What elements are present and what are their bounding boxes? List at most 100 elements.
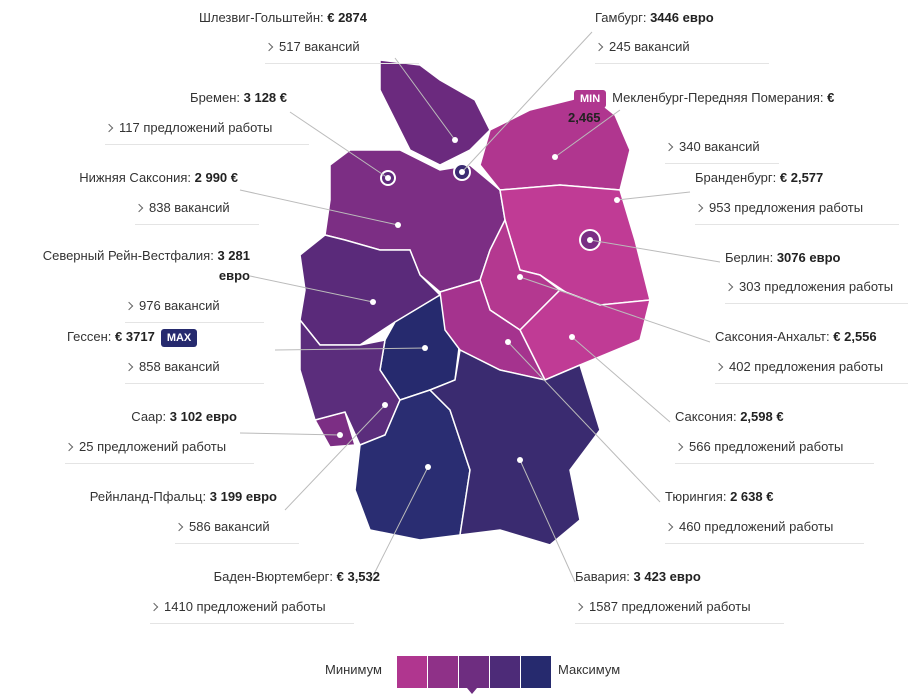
vacancies-text: 838 вакансий <box>149 200 230 215</box>
region-vacancies: 402 предложения работы <box>714 357 908 384</box>
region-salary: 2 638 € <box>730 489 774 504</box>
leader-line <box>284 404 386 511</box>
region-title: Гессен: € 3717 MAX <box>67 327 287 347</box>
chevron <box>64 442 74 452</box>
region-salary: 2 990 € <box>194 170 238 185</box>
region-name: Бавария: <box>575 569 630 584</box>
region-salary: € 2,556 <box>833 329 877 344</box>
region-name: Тюрингия: <box>665 489 727 504</box>
chevron <box>594 42 604 52</box>
region-salary: € 3,532 <box>336 569 380 584</box>
region-title: Берлин: 3076 евро <box>725 248 905 268</box>
region-title: Нижняя Саксония: 2 990 € <box>18 168 238 188</box>
leader-line <box>394 57 456 141</box>
region-vacancies: 586 вакансий <box>174 517 299 544</box>
region-vacancies: 1410 предложений работы <box>149 597 354 624</box>
vacancies-text: 566 предложений работы <box>689 439 844 454</box>
region-salary: 3446 евро <box>650 10 714 25</box>
vacancies-text: 517 вакансий <box>279 39 360 54</box>
vacancies-text: 1410 предложений работы <box>164 599 326 614</box>
region-name: Мекленбург-Передняя Померания: <box>612 90 824 105</box>
region-vacancies: 25 предложений работы <box>64 437 254 464</box>
chevron <box>174 522 184 532</box>
legend-swatch <box>521 656 551 688</box>
leader-line <box>589 239 721 263</box>
leader-line <box>274 347 426 351</box>
region-name: Бранденбург: <box>695 170 777 185</box>
anchor-dot <box>382 402 388 408</box>
region-salary: 3076 евро <box>776 250 841 265</box>
chevron <box>124 301 134 311</box>
region-name: Рейнланд-Пфальц: <box>89 489 207 504</box>
vacancies-text: 1587 предложений работы <box>589 599 751 614</box>
vacancies-text: 402 предложения работы <box>729 359 884 374</box>
leader-line <box>507 341 661 503</box>
chevron <box>694 203 704 213</box>
region-salary: 3 423 евро <box>633 569 701 584</box>
region-title: Саксония-Анхальт: € 2,556 <box>715 327 905 347</box>
anchor-dot <box>422 345 428 351</box>
chevron <box>134 203 144 213</box>
legend-min: Минимум <box>325 662 382 677</box>
region-title: MIN Мекленбург-Передняя Померания: € 2,46… <box>568 88 838 128</box>
region-title: Баден-Вюртемберг: € 3,532 <box>140 567 380 587</box>
region-salary: € 2,465 <box>568 90 835 125</box>
region-name: Берлин: <box>725 250 774 265</box>
leader-line <box>519 276 711 343</box>
region-title: Северный Рейн-Вестфалия: 3 281 евро <box>18 246 250 286</box>
leader-line <box>239 432 341 436</box>
region-name: Саксония: <box>675 409 737 424</box>
region-vacancies: 976 вакансий <box>124 296 264 323</box>
region-name: Саксония-Анхальт: <box>715 329 830 344</box>
badge: MIN <box>574 90 607 108</box>
region-vacancies: 838 вакансий <box>134 198 259 225</box>
region-title: Бремен: 3 128 € <box>87 88 287 108</box>
region-vacancies: 953 предложения работы <box>694 198 899 225</box>
region-title: Рейнланд-Пфальц: 3 199 евро <box>57 487 277 507</box>
anchor-dot <box>395 222 401 228</box>
anchor-dot <box>517 457 523 463</box>
vacancies-text: 25 предложений работы <box>79 439 227 454</box>
region-title: Саар: 3 102 евро <box>77 407 237 427</box>
chevron <box>574 602 584 612</box>
region-name: Бремен: <box>190 90 240 105</box>
region-salary: 3 102 евро <box>169 409 237 424</box>
anchor-dot <box>552 154 558 160</box>
chevron <box>714 362 724 372</box>
legend-swatch <box>459 656 489 688</box>
region-name: Нижняя Саксония: <box>79 170 191 185</box>
anchor-dot <box>370 299 376 305</box>
chevron <box>264 42 274 52</box>
region-title: Саксония: 2,598 € <box>675 407 875 427</box>
anchor-dot <box>425 464 431 470</box>
anchor-dot <box>505 339 511 345</box>
chevron <box>104 123 114 133</box>
region-title: Гамбург: 3446 евро <box>595 8 795 28</box>
leader-line <box>289 111 389 179</box>
vacancies-text: 117 предложений работы <box>119 120 273 135</box>
region-vacancies: 117 предложений работы <box>104 118 309 145</box>
leader-line <box>239 189 399 226</box>
leader-line <box>519 459 576 583</box>
region-vacancies: 566 предложений работы <box>674 437 874 464</box>
chevron <box>724 282 734 292</box>
chevron <box>674 442 684 452</box>
region <box>428 348 601 546</box>
chevron <box>664 522 674 532</box>
legend-swatch <box>428 656 458 688</box>
region <box>479 94 631 191</box>
vacancies-text: 460 предложений работы <box>679 519 834 534</box>
region-name: Северный Рейн-Вестфалия: <box>42 248 214 263</box>
legend-max: Максимум <box>558 662 621 677</box>
anchor-dot <box>385 175 391 181</box>
region-title: Шлезвиг-Гольштейн: € 2874 <box>147 8 367 28</box>
region-name: Шлезвиг-Гольштейн: <box>198 10 324 25</box>
leader-line <box>369 466 429 583</box>
region-salary: 3 128 € <box>243 90 287 105</box>
region-name: Гессен: <box>67 329 112 344</box>
region-vacancies: 858 вакансий <box>124 357 264 384</box>
vacancies-text: 303 предложения работы <box>739 279 894 294</box>
vacancies-text: 340 вакансий <box>679 139 760 154</box>
vacancies-text: 976 вакансий <box>139 298 220 313</box>
